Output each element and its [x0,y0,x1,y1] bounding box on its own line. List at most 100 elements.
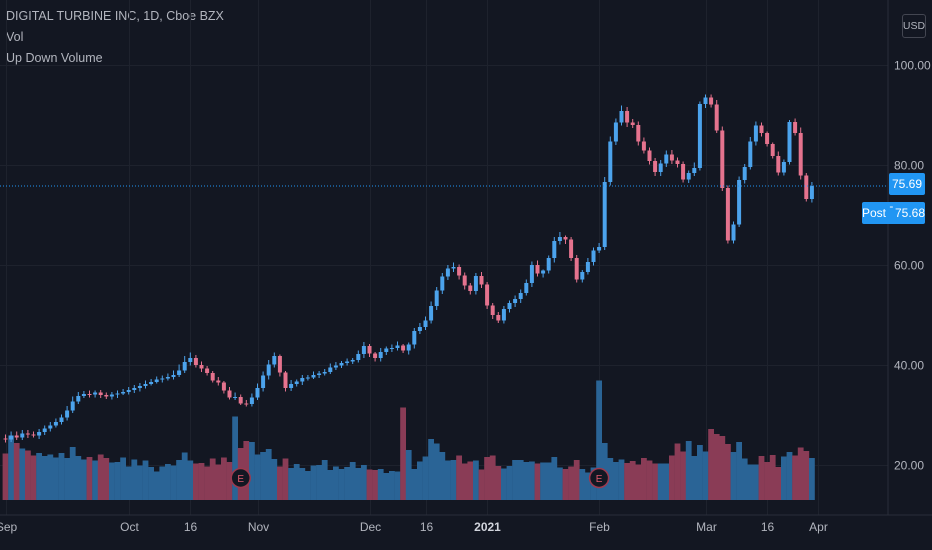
candle-body [289,384,294,388]
candle-body [479,276,484,285]
earnings-marker[interactable]: E [588,467,610,489]
candle-body [641,141,646,151]
candle-body [317,373,322,375]
volume-bar [30,455,37,500]
volume-bar [120,457,126,500]
time-axis: Sep Oct 16 Nov Dec 16 2021 Feb Mar 16 Apr [0,520,828,534]
candle-body [541,270,546,274]
volume-bar [433,443,440,500]
last-price-label: 75.69 [889,173,925,195]
candle-body [70,401,75,411]
volume-bar [92,460,98,500]
candle-body [238,397,243,404]
volume-bar [769,455,776,500]
volume-bar [389,471,395,500]
candle-body [177,370,182,375]
volume-bar [159,466,166,500]
candle-body [328,367,333,372]
candle-body [20,433,25,438]
volume-bar [293,464,300,500]
candle-body [3,438,8,440]
candle-body [501,309,506,321]
legend-vol[interactable]: Vol [6,30,24,44]
candle-body [171,375,176,377]
volume-bar [478,469,485,500]
volume-bar [310,465,317,500]
candle-body [137,386,142,388]
volume-bar [792,455,798,500]
candle-body [574,258,579,280]
candle-body [675,160,680,164]
candle-body [14,435,19,438]
candle-body [653,161,658,172]
price-tick-label: 60.00 [894,259,924,273]
earnings-marker[interactable]: E [230,467,251,489]
candle-body [770,144,775,156]
candle-body [630,122,635,125]
candle-body [636,125,641,142]
candle-body [557,237,562,241]
volume-bar [125,466,132,500]
candle-body [216,380,221,383]
volume-bar [473,460,479,500]
time-tick-label: 16 [420,520,434,534]
volume-bar [148,467,154,500]
volume-bar [58,453,65,500]
volume-bar [607,458,614,500]
candle-body [361,346,366,354]
time-tick-label: 16 [761,520,775,534]
candle-body [182,362,187,371]
candle-body [154,379,159,382]
chart-grid [0,0,888,515]
candle-body [221,382,226,391]
legend-updown[interactable]: Up Down Volume [6,51,103,65]
candle-body [513,299,518,303]
candle-body [205,368,210,373]
volume-bar [114,462,121,500]
legend-title[interactable]: DIGITAL TURBINE INC, 1D, Cboe BZX [6,9,224,23]
volume-bar [366,469,373,500]
time-tick-label: Dec [360,520,381,534]
volume-bar [428,439,434,500]
volume-bar [198,463,205,500]
earnings-label: E [596,474,603,485]
volume-bar [383,473,390,500]
candle-body [373,353,378,358]
volume-bar [702,451,709,500]
candle-body [619,111,624,123]
volume-bar [797,447,804,500]
volume-bar [103,458,110,500]
volume-bar [674,443,681,500]
volume-bar [165,464,171,500]
volume-bar [344,467,350,500]
volume-bar [809,458,815,500]
candle-body [714,104,719,131]
volume-bar [41,456,48,500]
volume-bar [209,458,216,500]
candle-body [322,372,327,374]
volume-bar [411,469,418,500]
volume-bar [204,466,210,500]
candle-body [725,188,730,241]
time-tick-label: Nov [248,520,269,534]
volume-bar [271,459,278,500]
volume-bar [719,436,726,500]
volume-bar [97,454,104,500]
candle-body [283,372,288,388]
volume-bar [249,442,255,500]
time-tick-label: 16 [184,520,198,534]
candle-body [781,162,786,173]
currency-button[interactable]: USD [902,14,926,38]
candle-body [692,168,697,173]
volume-bar [327,470,334,500]
volume-bar [226,462,233,500]
candle-body [787,122,792,162]
volume-bar [758,456,765,500]
time-tick-label: Oct [120,520,139,534]
volume-bar [624,463,630,500]
candle-body [378,352,383,358]
volume-bar [299,468,306,500]
candle-body [25,433,30,435]
volume-bar [316,465,322,500]
